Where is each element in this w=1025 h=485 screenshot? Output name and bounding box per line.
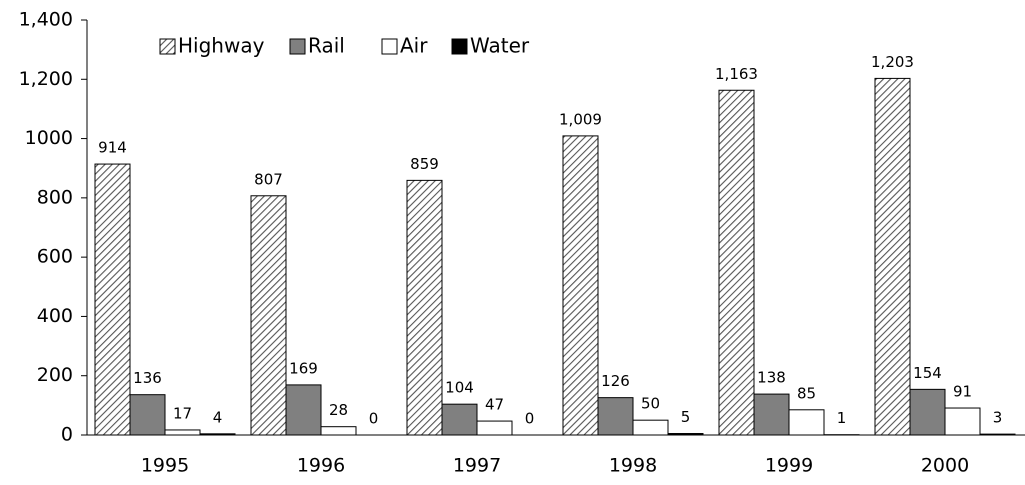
legend-label: Rail xyxy=(308,34,345,58)
x-tick-label: 2000 xyxy=(921,455,969,477)
y-tick-label: 0 xyxy=(61,424,73,446)
bar xyxy=(874,77,911,436)
value-label: 28 xyxy=(329,401,348,419)
legend-swatch xyxy=(381,38,398,55)
value-label: 0 xyxy=(369,410,379,428)
bar xyxy=(441,403,478,436)
value-label: 4 xyxy=(213,408,223,426)
value-label: 859 xyxy=(410,155,439,173)
y-tick-label: 200 xyxy=(37,364,73,386)
legend-label: Air xyxy=(400,34,428,58)
bar xyxy=(250,195,287,436)
bar xyxy=(476,420,513,436)
bar xyxy=(406,179,443,436)
value-label: 3 xyxy=(993,409,1003,427)
value-label: 1,203 xyxy=(871,53,914,71)
y-tick-label: 400 xyxy=(37,305,73,327)
legend-swatch xyxy=(451,38,468,55)
bar xyxy=(632,419,669,436)
value-label: 1,009 xyxy=(559,110,602,128)
value-label: 1,163 xyxy=(715,65,758,83)
legend-label: Highway xyxy=(178,34,265,58)
value-label: 1 xyxy=(837,409,847,427)
bar xyxy=(718,89,755,436)
x-tick-label: 1997 xyxy=(453,455,501,477)
bar xyxy=(164,429,201,436)
x-tick-label: 1998 xyxy=(609,455,657,477)
bar xyxy=(562,135,599,436)
bar xyxy=(320,426,357,436)
bar xyxy=(753,393,790,436)
value-label: 914 xyxy=(98,139,127,157)
legend-swatch xyxy=(159,38,176,55)
bar xyxy=(285,384,322,436)
value-label: 91 xyxy=(953,383,972,401)
bar xyxy=(788,409,825,436)
value-label: 154 xyxy=(913,364,942,382)
legend-label: Water xyxy=(470,34,530,58)
y-tick-label: 800 xyxy=(37,186,73,208)
y-tick-label: 1000 xyxy=(25,127,73,149)
value-label: 136 xyxy=(133,369,162,387)
value-label: 807 xyxy=(254,170,283,188)
value-label: 5 xyxy=(681,408,691,426)
bar xyxy=(944,407,981,436)
value-label: 126 xyxy=(601,372,630,390)
x-tick-label: 1999 xyxy=(765,455,813,477)
x-tick-label: 1996 xyxy=(297,455,345,477)
bar xyxy=(129,394,166,436)
x-tick-label: 1995 xyxy=(141,455,189,477)
bar xyxy=(909,388,946,436)
y-tick-label: 1,400 xyxy=(19,9,73,31)
y-tick-label: 600 xyxy=(37,246,73,268)
y-tick-label: 1,200 xyxy=(19,68,73,90)
value-label: 138 xyxy=(757,369,786,387)
value-label: 104 xyxy=(445,379,474,397)
value-label: 169 xyxy=(289,359,318,377)
value-label: 50 xyxy=(641,395,660,413)
value-label: 17 xyxy=(173,404,192,422)
value-label: 47 xyxy=(485,396,504,414)
bar xyxy=(94,163,131,436)
value-label: 0 xyxy=(525,410,535,428)
value-label: 85 xyxy=(797,384,816,402)
legend-swatch xyxy=(289,38,306,55)
bar xyxy=(597,397,634,436)
